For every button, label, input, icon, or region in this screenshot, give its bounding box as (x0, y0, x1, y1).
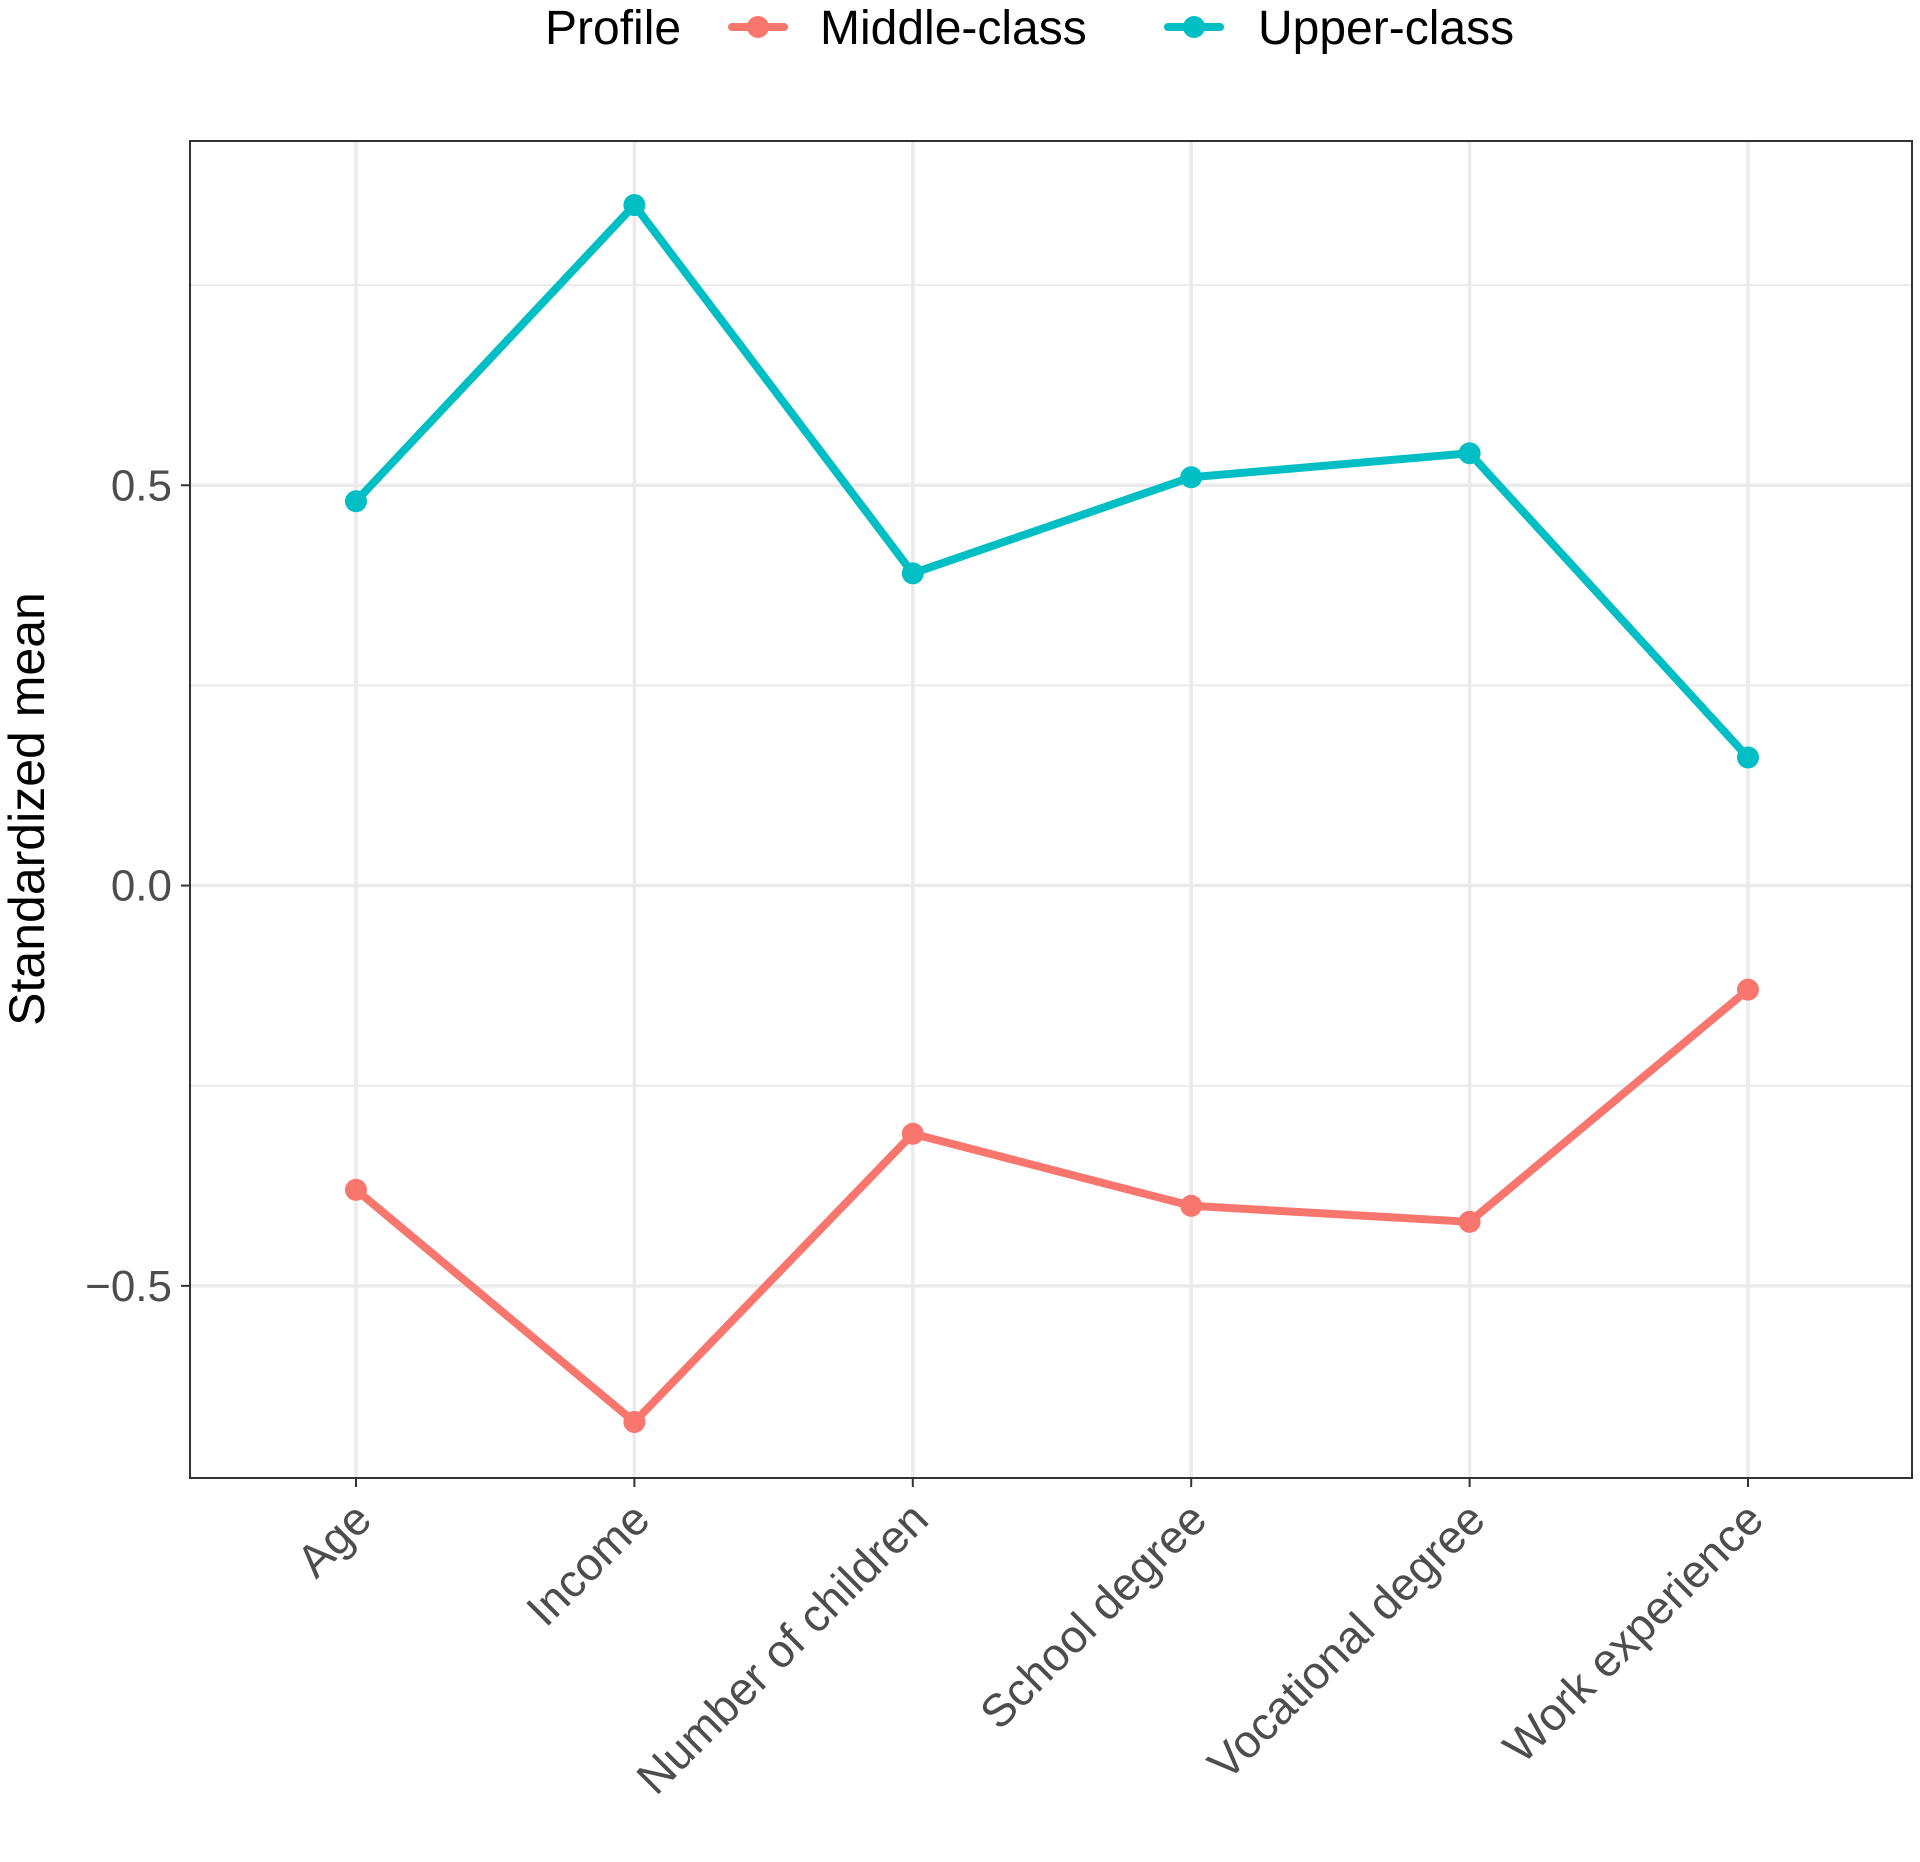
data-point (1737, 978, 1759, 1001)
legend-label: Middle-class (820, 2, 1087, 55)
series-line (352, 985, 1752, 1426)
series-layer (345, 194, 1759, 1433)
data-point (1180, 466, 1203, 489)
data-point (901, 1122, 924, 1145)
data-point (1458, 1210, 1481, 1233)
legend-title: Profile (545, 2, 681, 55)
legend-label: Upper-class (1258, 2, 1514, 55)
x-tick-label: Income (516, 1492, 659, 1635)
legend: Profile Middle-class Upper-class (545, 2, 1514, 55)
series-line (352, 201, 1752, 762)
y-axis: −0.5 0.0 0.5 (85, 461, 190, 1311)
legend-key-point (1183, 16, 1205, 38)
data-point (623, 1410, 646, 1433)
legend-items: Middle-class Upper-class (728, 2, 1514, 55)
data-point (901, 562, 924, 585)
data-point (623, 194, 646, 217)
x-tick-label: Number of children (626, 1492, 938, 1804)
y-axis-title: Standardized mean (0, 592, 55, 1026)
data-point (345, 490, 367, 513)
data-point (345, 1178, 367, 1201)
x-tick-label: Age (286, 1492, 381, 1587)
x-tick-label: Vocational degree (1197, 1492, 1494, 1789)
x-tick-label: Work experience (1493, 1492, 1773, 1772)
legend-key-point (747, 16, 769, 38)
data-point (1180, 1194, 1203, 1217)
plot-border (189, 140, 1913, 1479)
y-tick-label: 0.0 (111, 862, 172, 911)
y-tick-label: 0.5 (111, 461, 172, 510)
data-point (1737, 746, 1759, 769)
data-point (1458, 442, 1481, 465)
x-tick-label: School degree (970, 1492, 1217, 1739)
series-upper-class (345, 194, 1759, 769)
plot-background (190, 141, 1912, 1478)
y-tick-label: −0.5 (85, 1262, 172, 1311)
series-middle-class (345, 978, 1759, 1433)
